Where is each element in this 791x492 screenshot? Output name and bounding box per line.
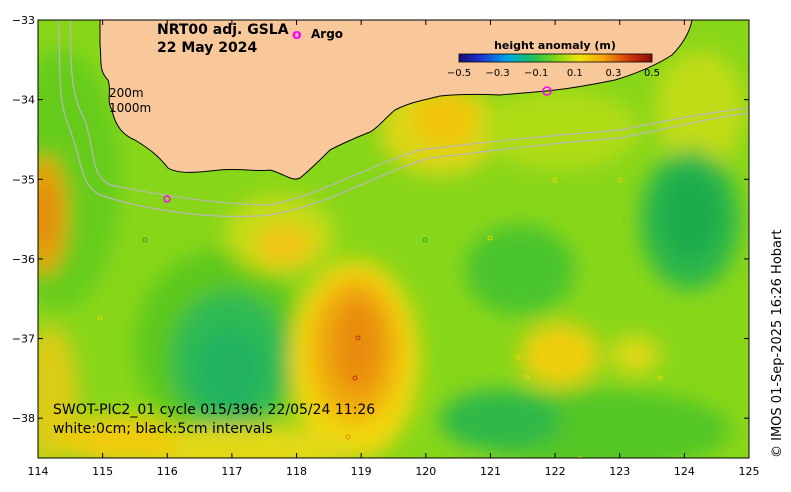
- contour-1000m: [57, 20, 749, 218]
- colorbar-bar: [458, 53, 653, 63]
- colorbar-tick-label: −0.5: [447, 68, 471, 79]
- swot-pass-info: SWOT-PIC2_01 cycle 015/396; 22/05/24 11:…: [53, 402, 375, 418]
- track-markers: [38, 177, 663, 458]
- x-tick-label: 116: [157, 465, 178, 478]
- x-tick-label: 122: [545, 465, 566, 478]
- x-tick-label: 118: [286, 465, 307, 478]
- y-tick-label: −36: [12, 253, 35, 266]
- y-axis: −33 −34 −35 −36 −37 −38: [12, 14, 749, 425]
- contour-200m: [69, 20, 749, 206]
- anomaly-field: [38, 50, 745, 458]
- contour-label-200m: 200m: [109, 86, 144, 100]
- colorbar-tick-label: −0.1: [524, 68, 548, 79]
- bathymetry-contours: [57, 20, 749, 218]
- y-tick-label: −38: [12, 412, 35, 425]
- map-title: NRT00 adj. GSLA: [157, 22, 289, 38]
- x-tick-label: 125: [739, 465, 760, 478]
- contour-interval-info: white:0cm; black:5cm intervals: [53, 421, 273, 437]
- colorbar-tick-label: 0.3: [605, 68, 621, 79]
- colorbar-tick-label: 0.5: [644, 68, 660, 79]
- argo-float: [163, 195, 171, 203]
- argo-legend-symbol: o: [292, 27, 302, 43]
- x-axis: 114 115 116 117 118 119 120 121 122 123 124 125: [28, 20, 760, 478]
- y-tick-label: −33: [12, 14, 35, 27]
- y-tick-label: −35: [12, 173, 35, 186]
- credit-text: © IMOS 01-Sep-2025 16:26 Hobart: [770, 230, 785, 458]
- x-tick-label: 119: [351, 465, 372, 478]
- contour-label-1000m: 1000m: [109, 101, 151, 115]
- argo-legend-label: Argo: [311, 27, 343, 41]
- colorbar-tick-label: −0.3: [485, 68, 509, 79]
- map-date: 22 May 2024: [157, 40, 258, 56]
- x-tick-label: 115: [92, 465, 113, 478]
- colorbar-ticks: −0.5 −0.3 −0.1 0.1 0.3 0.5: [447, 68, 660, 79]
- colorbar-tick-label: 0.1: [567, 68, 583, 79]
- y-tick-label: −34: [12, 94, 35, 107]
- x-tick-label: 124: [674, 465, 695, 478]
- x-tick-label: 117: [221, 465, 242, 478]
- y-tick-label: −37: [12, 333, 35, 346]
- plot-frame: [37, 19, 750, 459]
- x-tick-label: 123: [609, 465, 630, 478]
- x-tick-label: 120: [415, 465, 436, 478]
- x-tick-label: 121: [480, 465, 501, 478]
- x-tick-label: 114: [28, 465, 49, 478]
- colorbar: height anomaly (m) −0.5 −0.3 −0.1 0.1 0.3 0.5: [447, 39, 660, 79]
- argo-float: [542, 86, 552, 96]
- colorbar-title: height anomaly (m): [494, 39, 616, 52]
